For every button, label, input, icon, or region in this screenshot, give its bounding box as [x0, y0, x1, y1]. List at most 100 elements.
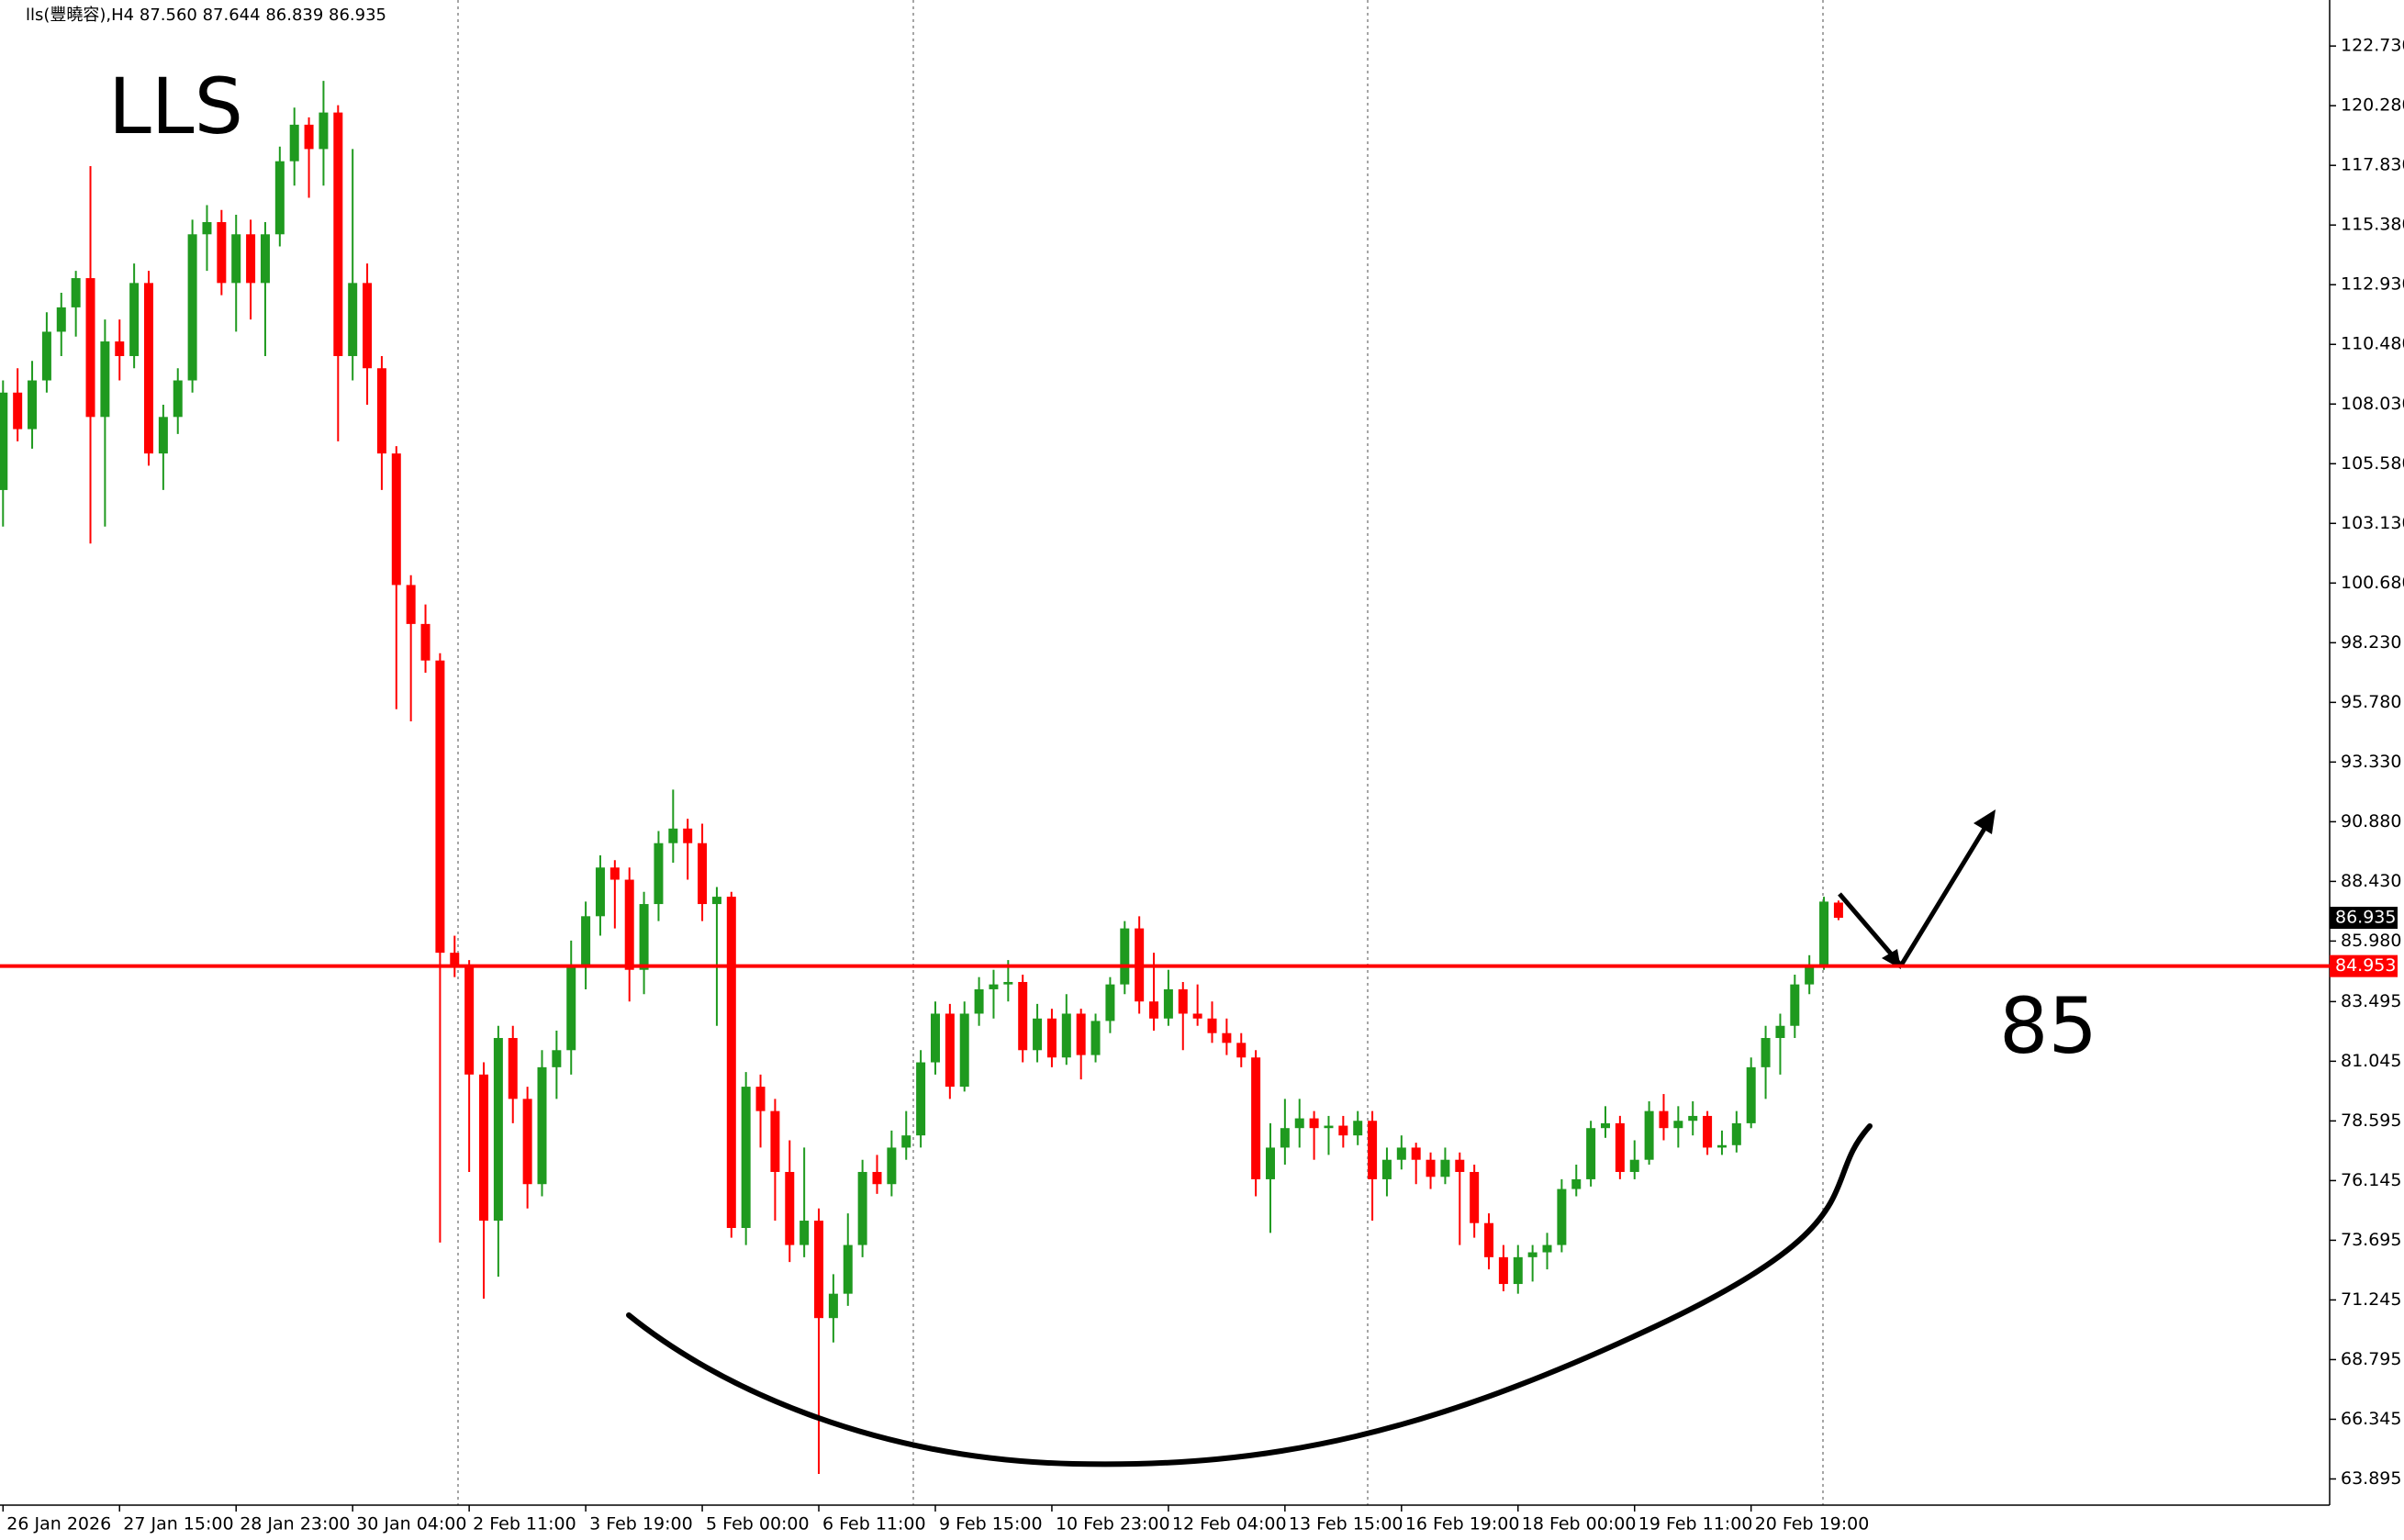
candle-body	[887, 1147, 897, 1185]
y-tick-label: 112.930	[2341, 274, 2404, 295]
candle-body	[100, 341, 110, 418]
candle-body	[1761, 1038, 1771, 1067]
x-tick-label: 3 Feb 19:00	[589, 1514, 693, 1534]
candle-body	[1046, 1018, 1057, 1058]
candle-body	[0, 392, 8, 490]
candle-body	[1149, 1001, 1159, 1019]
candle-body	[1178, 988, 1188, 1014]
x-tick-label: 13 Feb 15:00	[1289, 1514, 1403, 1534]
level-label: 84.953	[2335, 955, 2396, 976]
candle-body	[1571, 1178, 1582, 1189]
y-tick-label: 95.780	[2341, 692, 2401, 712]
x-tick-label: 6 Feb 11:00	[822, 1514, 926, 1534]
arrow-head	[1882, 949, 1901, 969]
x-tick-label: 5 Feb 00:00	[706, 1514, 810, 1534]
candle-body	[843, 1244, 853, 1294]
candle-body	[1368, 1121, 1378, 1179]
candle-body	[1061, 1013, 1071, 1058]
x-tick-label: 20 Feb 19:00	[1755, 1514, 1870, 1534]
chart-title: LLS	[108, 61, 243, 151]
y-tick-label: 76.145	[2341, 1170, 2401, 1190]
candle-body	[1716, 1144, 1727, 1148]
candle-body	[901, 1135, 911, 1148]
candle-body	[333, 112, 343, 356]
candle-body	[1294, 1118, 1304, 1129]
candle-body	[144, 283, 153, 454]
candle-body	[1498, 1256, 1508, 1285]
candle-body	[246, 234, 256, 284]
y-tick-label: 98.230	[2341, 632, 2401, 653]
candle-body	[1192, 1013, 1202, 1019]
ohlc-high: 87.644	[203, 6, 261, 25]
x-tick-label: 19 Feb 11:00	[1638, 1514, 1753, 1534]
candle-body	[1120, 928, 1130, 985]
x-tick-label: 16 Feb 19:00	[1405, 1514, 1520, 1534]
candle-body	[741, 1087, 751, 1229]
candle-body	[1731, 1122, 1741, 1145]
candle-body	[202, 222, 212, 235]
candle-body	[552, 1050, 562, 1067]
candle-body	[1790, 984, 1800, 1026]
candle-body	[115, 341, 125, 356]
y-tick-label: 115.380	[2341, 215, 2404, 235]
y-tick-label: 117.830	[2341, 155, 2404, 175]
y-tick-label: 81.045	[2341, 1051, 2401, 1071]
candle-body	[435, 660, 445, 954]
separators	[457, 0, 1824, 1505]
candle-body	[1280, 1128, 1290, 1148]
y-tick-label: 120.280	[2341, 95, 2404, 116]
x-tick-label: 10 Feb 23:00	[1056, 1514, 1170, 1534]
candle-body	[537, 1066, 547, 1185]
y-tick-label: 103.130	[2341, 513, 2404, 533]
y-tick-label: 93.330	[2341, 752, 2401, 772]
candle-body	[28, 380, 38, 430]
candle-body	[1455, 1159, 1465, 1172]
candle-body	[71, 278, 81, 307]
candle-body	[420, 623, 430, 661]
y-tick-label: 73.695	[2341, 1230, 2401, 1250]
candle-body	[56, 307, 66, 332]
symbol: lls(豐曉容),H4	[26, 6, 134, 25]
candle-body	[1746, 1066, 1756, 1123]
candle-body	[1629, 1159, 1639, 1172]
candle-body	[770, 1110, 780, 1172]
candle-body	[260, 234, 270, 284]
candle-body	[1819, 901, 1829, 965]
candle-body	[1601, 1122, 1610, 1129]
candle-body	[1265, 1147, 1275, 1179]
ohlc-close: 86.935	[329, 6, 386, 25]
candle-body	[1090, 1021, 1101, 1055]
candle-body	[1805, 965, 1815, 985]
candle-body	[785, 1171, 795, 1245]
ohlc-open: 87.560	[140, 6, 197, 25]
candle-body	[1673, 1121, 1683, 1129]
candle-body	[639, 904, 649, 970]
candle-body	[1163, 988, 1173, 1019]
candle-body	[698, 843, 708, 905]
candle-body	[711, 897, 721, 905]
candle-body	[274, 161, 285, 235]
candle-body	[609, 867, 620, 880]
candle-body	[406, 585, 416, 624]
x-tick-label: 30 Jan 04:00	[356, 1514, 466, 1534]
x-tick-label: 9 Feb 15:00	[939, 1514, 1043, 1534]
x-tick-label: 12 Feb 04:00	[1172, 1514, 1287, 1534]
candle-body	[1833, 902, 1843, 919]
y-tick-label: 83.495	[2341, 991, 2401, 1011]
x-tick-label: 26 Jan 2026	[6, 1514, 111, 1534]
candle-body	[376, 368, 386, 454]
candle-body	[1018, 981, 1028, 1051]
candle-body	[1440, 1159, 1450, 1177]
plot	[0, 81, 1843, 1475]
candle-body	[304, 124, 314, 150]
candle-body	[930, 1013, 940, 1063]
candle-body	[1207, 1018, 1217, 1033]
candle-body	[989, 984, 999, 989]
y-tick-label: 105.580	[2341, 453, 2404, 474]
candle-body	[187, 234, 197, 381]
candle-body	[1586, 1128, 1596, 1179]
candle-body	[13, 392, 23, 430]
candle-body	[1309, 1118, 1319, 1129]
candle-body	[1338, 1125, 1348, 1136]
